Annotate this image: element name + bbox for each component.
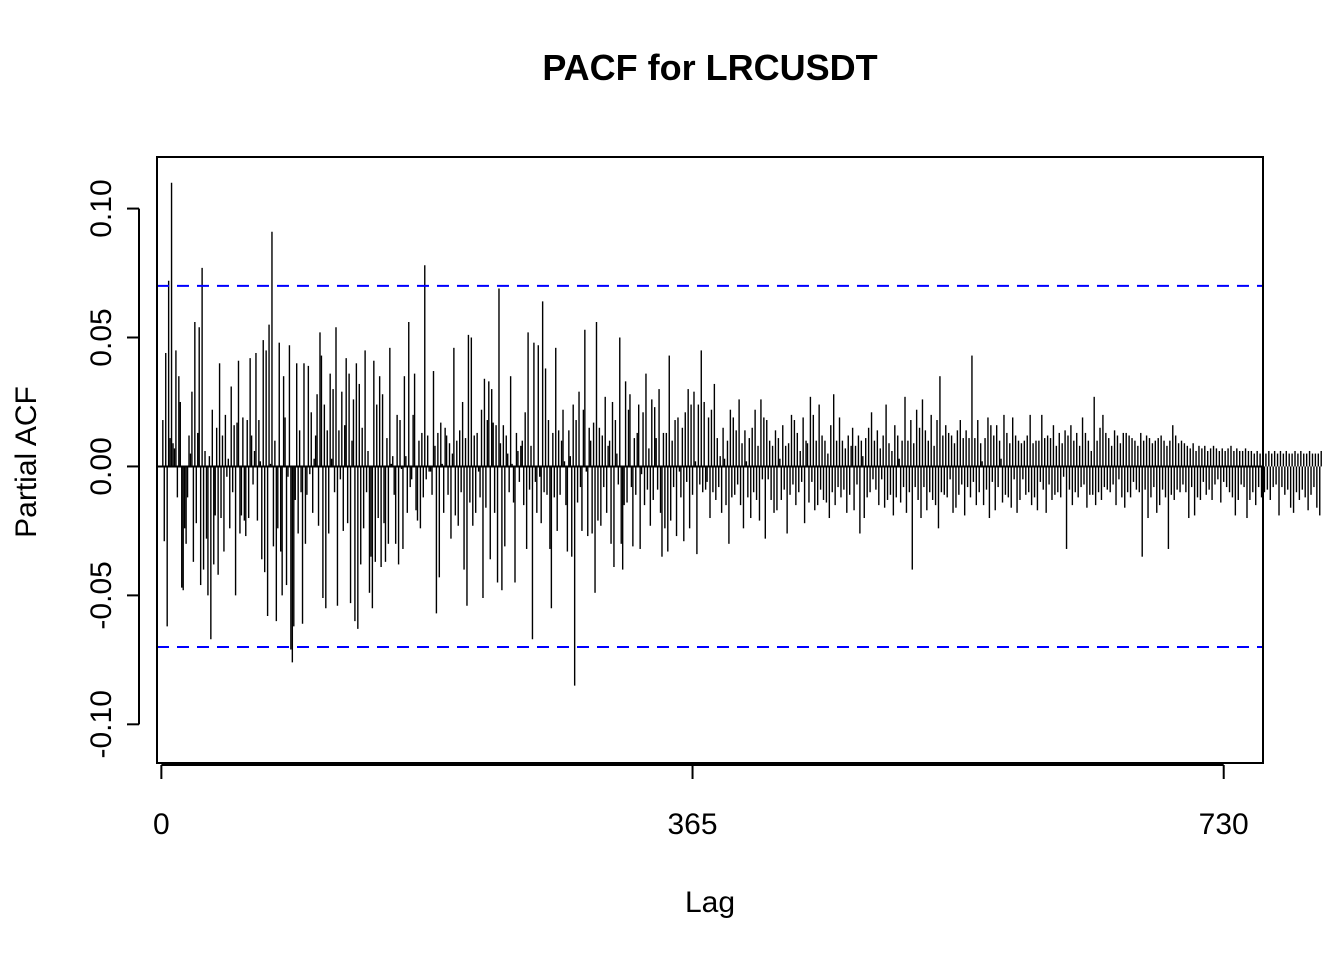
plot-frame <box>156 156 1264 764</box>
y-tick-label: -0.05 <box>85 561 118 629</box>
x-tick-label: 730 <box>1199 808 1249 841</box>
y-tick-label: 0.10 <box>85 179 118 237</box>
x-tick-label: 0 <box>153 808 170 841</box>
x-tick-label: 365 <box>668 808 718 841</box>
x-axis-label: Lag <box>685 886 735 919</box>
plot-area: -0.10 -0.05 0.00 0.05 0.10 0 365 730 <box>85 179 1322 841</box>
y-tick-label: -0.10 <box>85 690 118 758</box>
y-axis-label: Partial ACF <box>10 386 43 538</box>
chart-title: PACF for LRCUSDT <box>542 47 877 88</box>
y-tick-label: 0.00 <box>85 437 118 495</box>
y-tick-label: 0.05 <box>85 308 118 366</box>
